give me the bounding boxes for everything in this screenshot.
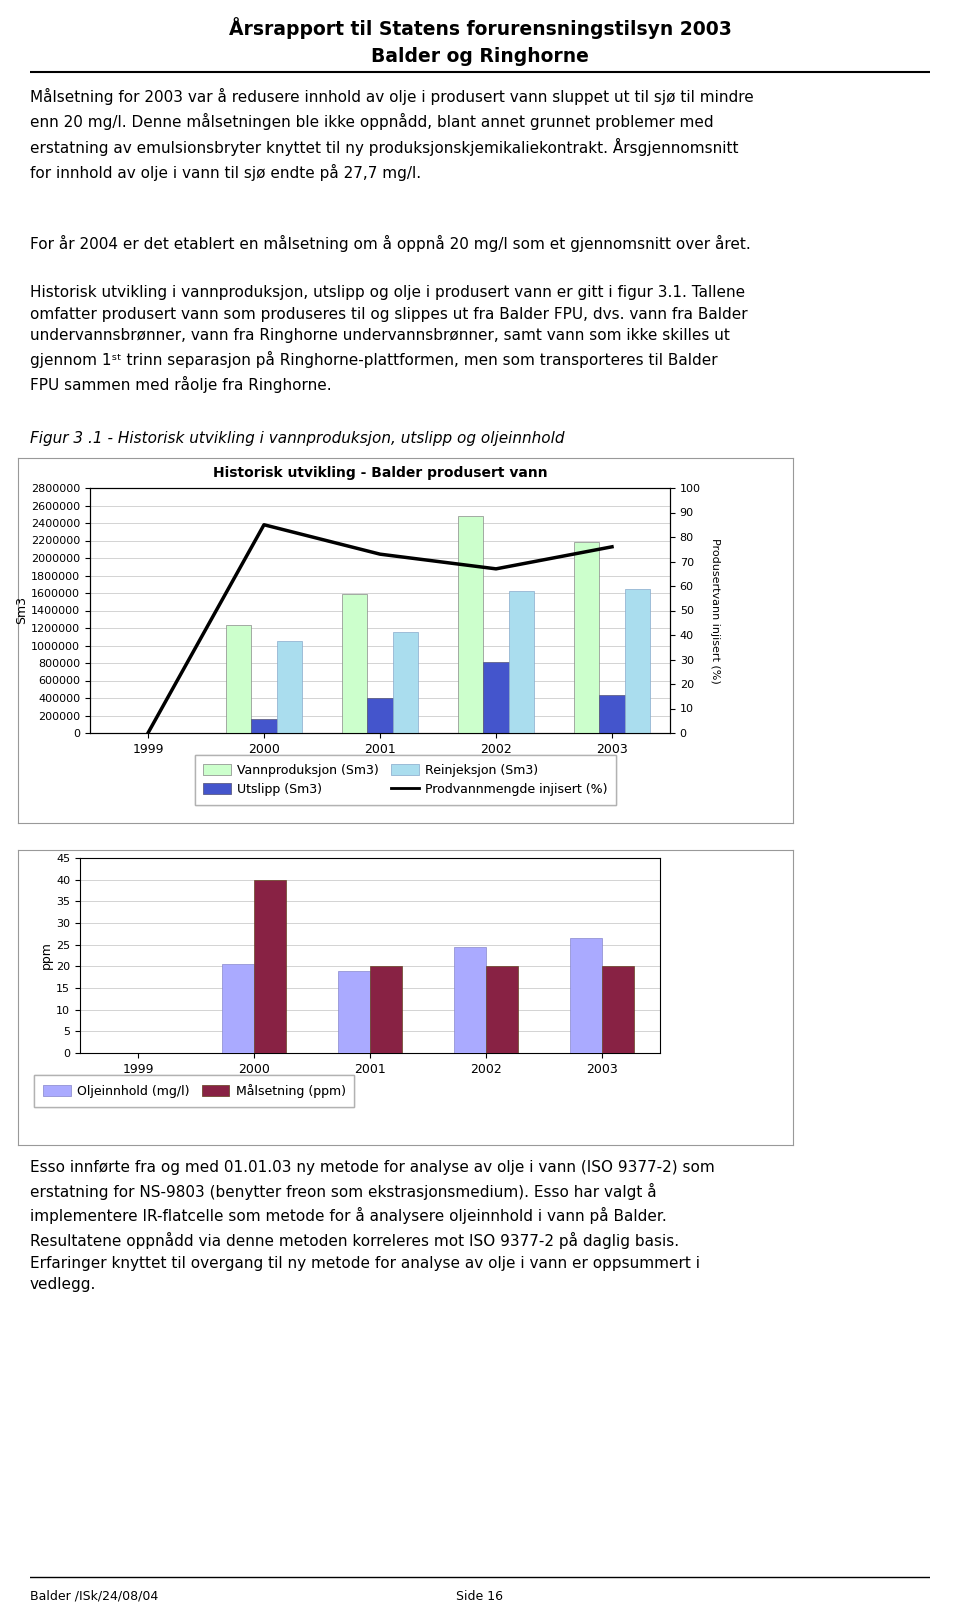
Bar — [574, 542, 599, 733]
Y-axis label: ppm: ppm — [40, 941, 54, 970]
Text: Historisk utvikling i vannproduksjon, utslipp og olje i produsert vann er gitt i: Historisk utvikling i vannproduksjon, ut… — [30, 285, 748, 393]
Bar — [483, 662, 509, 733]
Y-axis label: Produsertvann injisert (%): Produsertvann injisert (%) — [710, 537, 720, 683]
Bar — [276, 641, 302, 733]
Title: Historisk utvikling - Balder produsert vann: Historisk utvikling - Balder produsert v… — [213, 466, 547, 480]
Bar — [222, 963, 254, 1053]
Bar — [393, 633, 419, 733]
Bar — [453, 947, 486, 1053]
Bar — [602, 967, 635, 1053]
Text: Målsetning for 2003 var å redusere innhold av olje i produsert vann sluppet ut t: Målsetning for 2003 var å redusere innho… — [30, 88, 754, 180]
Legend: Vannproduksjon (Sm3), Utslipp (Sm3), Reinjeksjon (Sm3), Prodvannmengde injisert : Vannproduksjon (Sm3), Utslipp (Sm3), Rei… — [195, 756, 616, 805]
Bar — [569, 938, 602, 1053]
Bar — [458, 516, 483, 733]
Bar — [486, 967, 518, 1053]
Text: Balder og Ringhorne: Balder og Ringhorne — [372, 47, 588, 67]
Y-axis label: Sm3: Sm3 — [15, 597, 28, 624]
Bar — [599, 696, 625, 733]
Bar — [254, 879, 286, 1053]
Bar — [509, 592, 535, 733]
Text: Esso innførte fra og med 01.01.03 ny metode for analyse av olje i vann (ISO 9377: Esso innførte fra og med 01.01.03 ny met… — [30, 1160, 715, 1293]
Bar — [338, 970, 370, 1053]
Bar — [342, 594, 368, 733]
Text: Side 16: Side 16 — [457, 1590, 503, 1603]
Text: Årsrapport til Statens forurensningstilsyn 2003: Årsrapport til Statens forurensningstils… — [228, 16, 732, 39]
Text: Balder /ISk/24/08/04: Balder /ISk/24/08/04 — [30, 1590, 158, 1603]
Bar — [252, 720, 276, 733]
Text: Figur 3 .1 - Historisk utvikling i vannproduksjon, utslipp og oljeinnhold: Figur 3 .1 - Historisk utvikling i vannp… — [30, 431, 564, 446]
Bar — [226, 626, 252, 733]
Legend: Oljeinnhold (mg/l), Målsetning (ppm): Oljeinnhold (mg/l), Målsetning (ppm) — [35, 1075, 354, 1106]
Bar — [625, 589, 650, 733]
Bar — [368, 697, 393, 733]
Text: For år 2004 er det etablert en målsetning om å oppnå 20 mg/l som et gjennomsnitt: For år 2004 er det etablert en målsetnin… — [30, 235, 751, 251]
Bar — [370, 967, 402, 1053]
